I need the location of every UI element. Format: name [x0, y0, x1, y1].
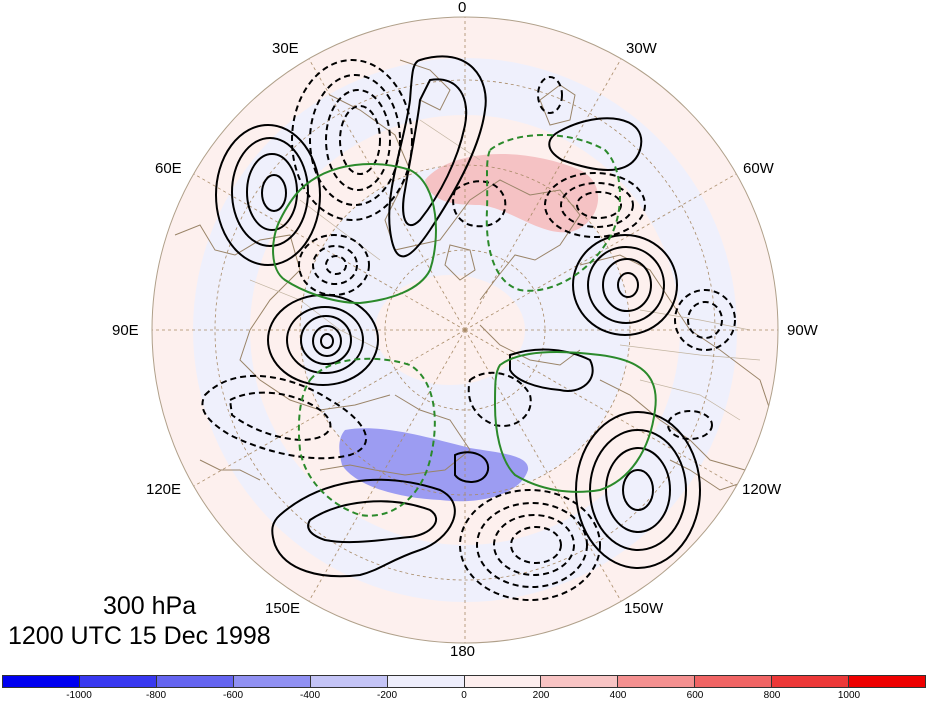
lon-label-120w: 120W	[742, 481, 782, 498]
negative-contours	[201, 59, 736, 601]
colorbar-tick-label: -800	[145, 690, 167, 701]
colorbar-swatch	[387, 676, 465, 687]
colorbar-tick-label: 800	[763, 690, 781, 701]
coastlines	[174, 59, 771, 491]
colorbar-swatch	[541, 676, 619, 687]
lon-label-60w: 60W	[743, 160, 774, 177]
lon-label-180: 180	[450, 643, 476, 660]
colorbar-swatch	[310, 676, 388, 687]
colorbar-swatch	[464, 676, 542, 687]
colorbar-tick-label: 1000	[837, 690, 861, 701]
colorbar-tick-label: 0	[461, 690, 467, 701]
colorbar-swatch	[233, 676, 311, 687]
pressure-level-label: 300 hPa	[103, 592, 197, 620]
colorbar-swatch	[618, 676, 696, 687]
positive-contours	[215, 55, 701, 578]
lon-label-150w: 150W	[624, 600, 664, 617]
colorbar-tick-label: 400	[609, 690, 627, 701]
colorbar-swatch	[79, 676, 157, 687]
colorbar-tick-label: 200	[532, 690, 550, 701]
negative-anomaly-patch	[339, 428, 529, 502]
lon-label-0: 0	[458, 0, 467, 16]
colorbar-tick-label: -200	[376, 690, 398, 701]
lon-label-150e: 150E	[265, 600, 301, 617]
colorbar-swatch	[156, 676, 234, 687]
colorbar-swatch	[695, 676, 773, 687]
colorbar-tick-label: -600	[222, 690, 244, 701]
colorbar-swatch	[772, 676, 850, 687]
green-dashed-contours	[297, 134, 621, 517]
lon-label-60e: 60E	[155, 160, 182, 177]
colorbar-swatch	[849, 676, 926, 687]
green-contours	[272, 163, 657, 493]
lon-label-30w: 30W	[626, 40, 657, 57]
map-border	[151, 16, 779, 644]
lon-label-90w: 90W	[787, 322, 818, 339]
colorbar-swatch	[3, 676, 80, 687]
colorbar-tick-label: -1000	[66, 690, 92, 701]
valid-time-label: 1200 UTC 15 Dec 1998	[8, 622, 271, 650]
political-borders	[249, 119, 761, 421]
colorbar-tick-label: -400	[299, 690, 321, 701]
colorbar	[2, 675, 926, 688]
colorbar-tick-label: 600	[686, 690, 704, 701]
lon-label-30e: 30E	[272, 40, 299, 57]
lon-label-120e: 120E	[146, 481, 182, 498]
lon-label-90e: 90E	[112, 322, 139, 339]
